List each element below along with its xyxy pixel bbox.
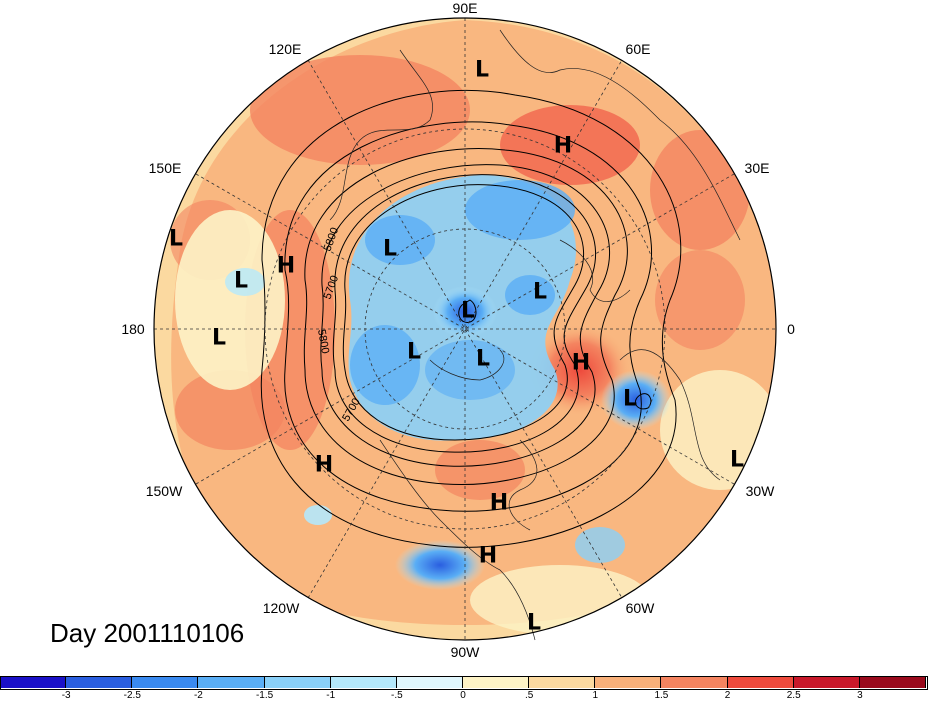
- lon-label-90e: 90E: [452, 0, 478, 16]
- colorbar-segment: [396, 676, 463, 688]
- colorbar-tick-label: -1: [326, 690, 336, 701]
- low-pressure-marker: L: [460, 298, 476, 324]
- lon-label-180: 180: [121, 321, 145, 337]
- colorbar-segment: [727, 676, 794, 688]
- geopotential-contours: [260, 89, 682, 548]
- low-pressure-marker: L: [526, 610, 542, 636]
- colorbar-segment: [198, 676, 265, 688]
- high-pressure-marker: H: [553, 133, 573, 159]
- colorbar-tick-label: -2.5: [123, 690, 141, 701]
- low-pressure-marker: L: [474, 57, 490, 83]
- colorbar-tick-label: .5: [524, 690, 534, 701]
- map-boundary: [153, 17, 777, 641]
- high-pressure-marker: H: [314, 452, 334, 478]
- low-pressure-marker: L: [211, 325, 227, 351]
- colorbar-tick-label: -3: [61, 690, 71, 701]
- colorbar-segment: [0, 676, 67, 688]
- lon-label-120e: 120E: [268, 41, 302, 57]
- colorbar-segment: [661, 676, 728, 688]
- colorbar-segment: [595, 676, 662, 688]
- lon-label-30e: 30E: [744, 160, 770, 176]
- graticule: [154, 18, 776, 640]
- colorbar: [0, 676, 928, 688]
- lon-label-60e: 60E: [625, 41, 651, 57]
- low-pressure-marker: L: [622, 386, 638, 412]
- colorbar-segment: [859, 676, 926, 688]
- colorbar-tick-label: 3: [857, 690, 863, 701]
- high-pressure-marker: H: [571, 350, 591, 376]
- low-pressure-marker: L: [406, 339, 422, 365]
- colorbar-segment: [529, 676, 596, 688]
- high-pressure-marker: H: [276, 253, 296, 279]
- colorbar-tick-label: -2: [193, 690, 203, 701]
- coastlines: [329, 29, 741, 641]
- low-pressure-marker: L: [532, 279, 548, 305]
- colorbar-tick-label: -1.5: [255, 690, 274, 701]
- low-pressure-marker: L: [168, 226, 184, 252]
- page-title: Day 2001110106: [50, 618, 245, 648]
- colorbar-segment: [264, 676, 331, 688]
- low-pressure-marker: L: [729, 447, 745, 473]
- colorbar-tick-label: -.5: [391, 690, 403, 701]
- colorbar-tick-label: 2: [724, 690, 731, 701]
- colorbar-tick-label: 1: [592, 690, 599, 701]
- lon-label-150w: 150W: [145, 483, 183, 499]
- lon-label-90w: 90W: [450, 644, 480, 660]
- colorbar-segment: [132, 676, 199, 688]
- colorbar-segment: [463, 676, 530, 688]
- colorbar-segment: [66, 676, 133, 688]
- contour-label: 5800: [315, 328, 331, 354]
- low-pressure-marker: L: [475, 346, 491, 372]
- lon-label-0: 0: [787, 321, 795, 337]
- colorbar-tick-label: 0: [460, 690, 466, 701]
- colorbar-tick-label: 1.5: [654, 690, 669, 701]
- low-pressure-marker: L: [233, 268, 249, 294]
- high-pressure-marker: H: [489, 490, 509, 516]
- lon-label-150e: 150E: [148, 160, 182, 176]
- colorbar-tick-label: 2.5: [786, 690, 801, 701]
- low-pressure-marker: L: [382, 236, 398, 262]
- colorbar-segment: [793, 676, 860, 688]
- lon-label-30w: 30W: [745, 483, 775, 499]
- lon-label-60w: 60W: [625, 600, 655, 616]
- low-pressure-marker: H: [478, 543, 498, 569]
- anomaly-field: [154, 18, 776, 640]
- lon-label-120w: 120W: [262, 600, 300, 616]
- colorbar-segment: [330, 676, 397, 688]
